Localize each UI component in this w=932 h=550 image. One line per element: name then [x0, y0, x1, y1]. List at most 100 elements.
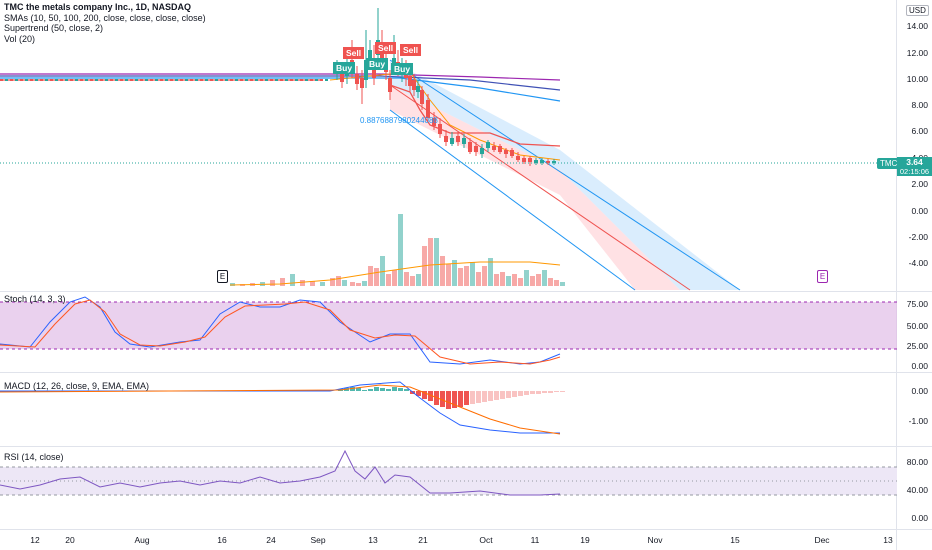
time-axis-label: Sep: [310, 535, 326, 545]
stoch-legend[interactable]: Stoch (14, 3, 3): [4, 294, 66, 304]
price-axis-label: 14.00: [906, 21, 928, 31]
volume-bar: [470, 262, 475, 286]
regression-channel-lower: [390, 85, 680, 290]
candle: [205, 79, 208, 81]
pane-divider[interactable]: [0, 446, 932, 447]
candle: [140, 79, 143, 81]
volume-bar: [518, 278, 523, 286]
channel-line: [389, 109, 636, 291]
sell-signal-tag: Sell: [375, 42, 397, 54]
volume-bar: [404, 272, 409, 286]
macd-histogram-bar: [530, 391, 535, 394]
candle: [305, 79, 308, 81]
time-axis-label: 21: [418, 535, 428, 545]
candle-body: [412, 80, 416, 90]
price-axis-label: 12.00: [906, 48, 928, 58]
stoch-axis-label: 25.00: [906, 341, 928, 351]
candle-body: [408, 76, 412, 86]
macd-histogram-bar: [386, 389, 391, 391]
volume-bar: [386, 274, 391, 286]
time-axis-label: 12: [30, 535, 40, 545]
last-price-tag: 3.64 02:15:06: [897, 157, 932, 176]
macd-histogram-bar: [542, 391, 547, 393]
candle: [95, 79, 98, 81]
candle: [315, 79, 318, 81]
price-axis-label: -2.00: [908, 232, 928, 242]
time-axis-label: 11: [530, 535, 540, 545]
candle: [200, 79, 203, 81]
candle: [310, 79, 313, 81]
main-chart-pane[interactable]: [0, 0, 897, 291]
candle: [225, 79, 228, 81]
sell-signal-tag: Sell: [343, 47, 365, 59]
pane-divider[interactable]: [0, 372, 932, 373]
rsi-legend[interactable]: RSI (14, close): [4, 452, 64, 462]
pane-divider[interactable]: [0, 529, 932, 530]
time-axis-label: Nov: [647, 535, 663, 545]
time-axis-label: 13: [883, 535, 893, 545]
legend-supertrend[interactable]: Supertrend (50, close, 2): [4, 23, 104, 33]
candle-body: [388, 78, 392, 92]
candle: [70, 79, 73, 81]
macd-histogram-bar: [392, 387, 397, 391]
price-chart-svg[interactable]: [0, 0, 897, 291]
macd-histogram-bar: [500, 391, 505, 399]
macd-histogram-bar: [488, 391, 493, 401]
candle: [20, 79, 23, 81]
candle: [195, 79, 198, 81]
chart-legend[interactable]: TMC the metals company Inc., 1D, NASDAQ …: [4, 2, 206, 44]
candle: [160, 79, 163, 81]
macd-histogram-bar: [452, 391, 457, 408]
earnings-badge[interactable]: E: [217, 270, 228, 283]
macd-signal-line: [0, 384, 561, 435]
volume-bar: [428, 238, 433, 286]
candle: [220, 79, 223, 81]
currency-label[interactable]: USD: [906, 5, 929, 16]
candle: [80, 79, 83, 81]
bar-countdown: 02:15:06: [899, 167, 930, 176]
macd-histogram-bar: [416, 391, 421, 396]
volume-bar: [374, 268, 379, 286]
macd-legend[interactable]: MACD (12, 26, close, 9, EMA, EMA): [4, 381, 150, 391]
candle: [300, 79, 303, 81]
price-axis-label: 6.00: [911, 126, 928, 136]
legend-sma[interactable]: SMAs (10, 50, 100, 200, close, close, cl…: [4, 12, 206, 23]
volume-bar: [554, 280, 559, 286]
candle: [245, 79, 248, 81]
earnings-badge[interactable]: E: [817, 270, 828, 283]
stoch-pane[interactable]: [0, 292, 897, 372]
macd-histogram-bar: [374, 387, 379, 391]
volume-bar: [290, 274, 295, 286]
macd-pane[interactable]: [0, 373, 897, 446]
macd-histogram-bar: [428, 391, 433, 401]
candle-body: [510, 150, 514, 156]
candle-body: [450, 138, 454, 144]
rsi-pane[interactable]: [0, 447, 897, 529]
legend-title[interactable]: TMC the metals company Inc., 1D, NASDAQ: [4, 2, 192, 12]
candle: [30, 79, 33, 81]
candle: [125, 79, 128, 81]
time-axis-label: 20: [65, 535, 75, 545]
macd-histogram-bar: [482, 391, 487, 402]
candle: [115, 79, 118, 81]
candle-body: [456, 136, 460, 142]
volume-bar: [536, 274, 541, 286]
candle: [265, 79, 268, 81]
volume-bar: [482, 266, 487, 286]
macd-axis-label: -1.00: [908, 416, 928, 426]
volume-bar: [380, 256, 385, 286]
macd-histogram: [338, 387, 565, 409]
legend-volume[interactable]: Vol (20): [4, 33, 36, 44]
candle: [295, 79, 298, 81]
candle-body: [486, 142, 490, 148]
macd-histogram-bar: [518, 391, 523, 396]
candle: [270, 79, 273, 81]
pane-divider[interactable]: [0, 291, 932, 292]
candle: [40, 79, 43, 81]
stoch-svg: [0, 296, 897, 365]
volume-bar: [320, 282, 325, 286]
candle-body: [426, 100, 430, 118]
candle: [15, 79, 18, 81]
candle: [60, 79, 63, 81]
macd-histogram-bar: [548, 391, 553, 393]
